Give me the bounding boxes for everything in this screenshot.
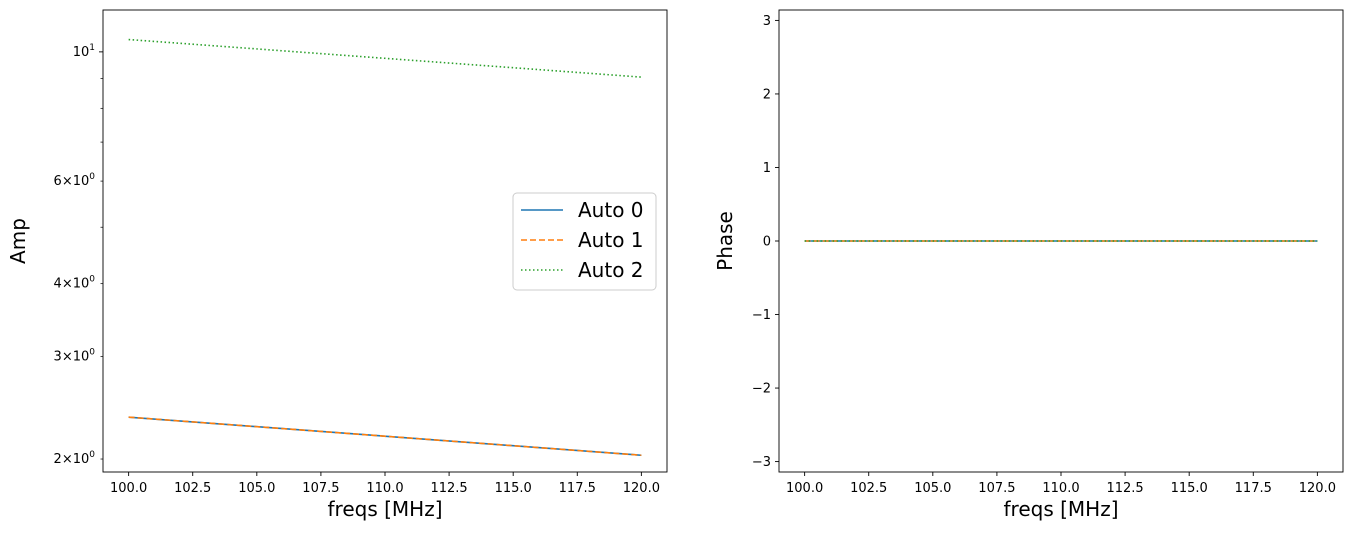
chart-panel-1: 100.0 102.5 105.0 107.5 110.0 112.5 115.0 117.5…: [6, 9, 668, 521]
y-tick-exponent: 1: [89, 43, 95, 53]
x-tick-label: 107.5: [302, 481, 339, 496]
x-tick-label: 105.0: [914, 481, 951, 496]
legend: Auto 0 Auto 1 Auto 2: [512, 192, 657, 291]
y-tick-label: 3: [763, 14, 771, 29]
y-tick-exponent: 0: [89, 347, 95, 357]
y-tick-label: 2: [763, 87, 771, 102]
y-tick-base: 10: [73, 174, 90, 189]
y-tick-label: −1: [752, 308, 771, 323]
x-tick-label: 112.5: [1106, 481, 1143, 496]
x-tick-label: 102.5: [174, 481, 211, 496]
x-tick-label: 117.5: [1235, 481, 1272, 496]
x-tick-label: 105.0: [238, 481, 275, 496]
x-tick-label: 110.0: [1042, 481, 1079, 496]
y-tick-mantissa: 2: [54, 452, 62, 467]
y-tick-base: 10: [73, 45, 90, 60]
y-axis-label: Phase: [713, 211, 737, 271]
x-tick-label: 115.0: [1171, 481, 1208, 496]
y-tick-base: 10: [73, 349, 90, 364]
y-tick-label: 101: [73, 43, 95, 60]
y-tick-times: ×: [62, 174, 73, 189]
x-axis-label: freqs [MHz]: [1004, 497, 1119, 521]
series-line-2: [128, 416, 642, 457]
x-tick-label: 120.0: [623, 481, 660, 496]
x-axis-label: freqs [MHz]: [328, 497, 443, 521]
y-tick-base: 10: [73, 452, 90, 467]
x-tick-label: 115.0: [495, 481, 532, 496]
series-line-3: [128, 38, 642, 78]
y-tick-exponent: 0: [89, 275, 95, 285]
y-tick-times: ×: [62, 277, 73, 292]
y-tick-exponent: 0: [89, 450, 95, 460]
x-tick-label: 107.5: [978, 481, 1015, 496]
y-tick-exponent: 0: [89, 172, 95, 182]
y-axis-label: Amp: [6, 218, 30, 264]
y-tick-label: 0: [763, 235, 771, 250]
y-tick-label: 3×100: [54, 347, 96, 364]
y-tick-label: −3: [752, 455, 771, 470]
y-tick-mantissa: 3: [54, 349, 62, 364]
y-tick-mantissa: 6: [54, 174, 62, 189]
x-tick-label: 110.0: [366, 481, 403, 496]
x-tick-label: 112.5: [430, 481, 467, 496]
legend-label-2: Auto 1: [578, 228, 644, 252]
x-tick-label: 117.5: [559, 481, 596, 496]
y-tick-label: 1: [763, 161, 771, 176]
x-tick-label: 120.0: [1299, 481, 1336, 496]
chart-panel-2: 100.0 102.5 105.0 107.5 110.0 112.5 115.0 117.5…: [713, 9, 1344, 521]
legend-box: [512, 192, 657, 291]
y-tick-label: −2: [752, 382, 771, 397]
legend-label-1: Auto 0: [578, 198, 644, 222]
x-tick-label: 100.0: [786, 481, 823, 496]
y-tick-times: ×: [62, 452, 73, 467]
y-tick-mantissa: 4: [54, 277, 62, 292]
x-tick-label: 100.0: [110, 481, 147, 496]
y-tick-label: 4×100: [54, 275, 96, 292]
x-tick-label: 102.5: [850, 481, 887, 496]
y-tick-label: 2×100: [54, 450, 96, 467]
y-tick-times: ×: [62, 349, 73, 364]
y-tick-base: 10: [73, 277, 90, 292]
y-tick-label: 6×100: [54, 172, 96, 189]
legend-label-3: Auto 2: [578, 258, 644, 282]
